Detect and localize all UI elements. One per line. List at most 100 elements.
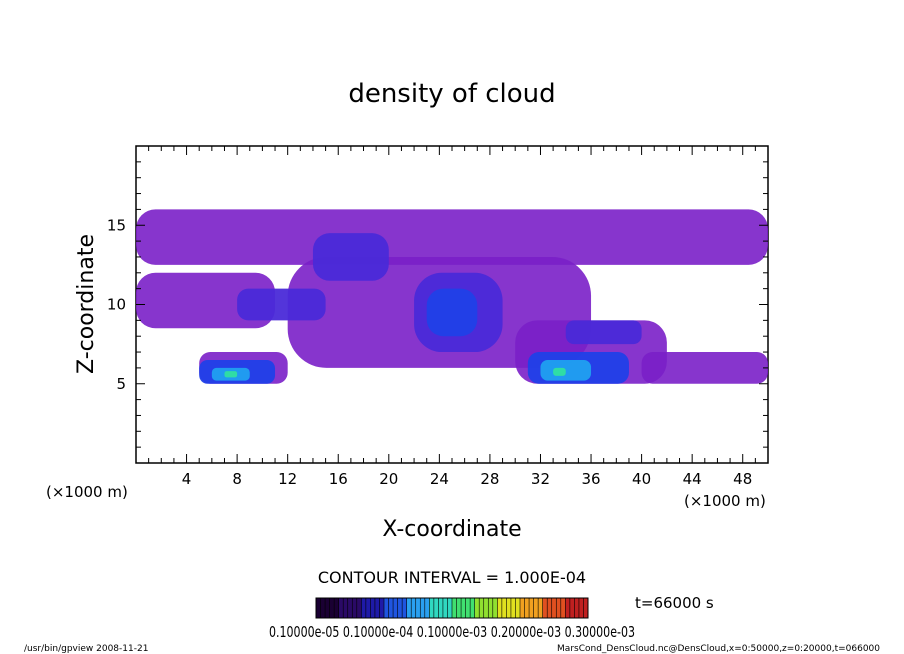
colorbar-cell (556, 598, 562, 618)
colorbar-cell (578, 598, 584, 618)
colorbar-cell (452, 598, 458, 618)
colorbar-cell (402, 598, 408, 618)
colorbar-cell (393, 598, 399, 618)
x-tick-label: 24 (430, 470, 449, 488)
colorbar-cell (338, 598, 344, 618)
y-tick-label: 5 (116, 375, 126, 393)
colorbar-cell (334, 598, 340, 618)
x-axis-label: X-coordinate (382, 517, 521, 542)
colorbar-cell (524, 598, 530, 618)
cloud-region-mid (312, 233, 389, 281)
cloud-region-high (426, 288, 478, 337)
colorbar-cell (547, 598, 553, 618)
cloud-region-max (553, 367, 566, 376)
colorbar-cell (438, 598, 444, 618)
colorbar-cell (347, 598, 353, 618)
colorbar-cell (488, 598, 494, 618)
x-tick-label: 8 (232, 470, 242, 488)
colorbar-cell (406, 598, 412, 618)
x-unit-label-right: (×1000 m) (684, 492, 766, 510)
colorbar-frame (315, 597, 589, 619)
cloud-region-peak (540, 359, 592, 381)
contour-interval-label: CONTOUR INTERVAL = 1.000E-04 (318, 568, 586, 587)
colorbar-cell (397, 598, 403, 618)
colorbar-cell (374, 598, 380, 618)
x-tick-label: 48 (733, 470, 752, 488)
x-tick-label: 40 (632, 470, 651, 488)
y-axis-label: Z-coordinate (74, 234, 99, 374)
colorbar-cell (456, 598, 462, 618)
colorbar-cell (316, 598, 322, 618)
colorbar-cell (343, 598, 349, 618)
colorbar-cell (551, 598, 557, 618)
y-axis-ticks: 5 10 15 (107, 145, 768, 464)
colorbar-cell (515, 598, 521, 618)
x-tick-label: 12 (278, 470, 297, 488)
colorbar-cell (542, 598, 548, 618)
colorbar-cell (415, 598, 421, 618)
x-tick-label: 44 (683, 470, 702, 488)
cloud-field (136, 209, 768, 384)
colorbar-cell (474, 598, 480, 618)
colorbar-cell (461, 598, 467, 618)
colorbar-cell (388, 598, 394, 618)
colorbar-cell (497, 598, 503, 618)
colorbar-cell (352, 598, 358, 618)
x-tick-label: 32 (531, 470, 550, 488)
y-tick-label: 15 (107, 216, 126, 234)
colorbar-cell (370, 598, 376, 618)
colorbar-cell (424, 598, 430, 618)
colorbar-cell (411, 598, 417, 618)
colorbar (315, 597, 589, 619)
colorbar-cell (520, 598, 526, 618)
colorbar-cell (560, 598, 566, 618)
cloud-region-low (641, 352, 768, 384)
colorbar-cell (365, 598, 371, 618)
colorbar-cell (356, 598, 362, 618)
colorbar-cell (583, 598, 589, 618)
colorbar-cell (429, 598, 435, 618)
colorbar-cell (483, 598, 489, 618)
y-tick-label: 10 (107, 296, 126, 314)
x-tick-label: 4 (182, 470, 192, 488)
x-tick-label: 20 (379, 470, 398, 488)
colorbar-cell (379, 598, 385, 618)
colorbar-cell (506, 598, 512, 618)
colorbar-cell (433, 598, 439, 618)
colorbar-cell (329, 598, 335, 618)
chart-title: density of cloud (348, 79, 555, 109)
colorbar-cell (442, 598, 448, 618)
x-axis-ticks: 4 8 12 16 20 24 28 32 36 40 44 48 (135, 146, 769, 488)
colorbar-cell (320, 598, 326, 618)
colorbar-cell (479, 598, 485, 618)
colorbar-cell (447, 598, 453, 618)
cloud-region-mid (237, 288, 326, 321)
x-tick-label: 28 (480, 470, 499, 488)
colorbar-cell (384, 598, 390, 618)
colorbar-cell (510, 598, 516, 618)
x-tick-label: 36 (581, 470, 600, 488)
cloud-region-mid (565, 320, 642, 345)
footer-left: /usr/bin/gpview 2008-11-21 (24, 644, 148, 654)
x-tick-label: 16 (329, 470, 348, 488)
colorbar-cell (361, 598, 367, 618)
footer-right: MarsCond_DensCloud.nc@DensCloud,x=0:5000… (557, 644, 880, 654)
colorbar-cell (569, 598, 575, 618)
colorbar-cell (492, 598, 498, 618)
colorbar-cell (325, 598, 331, 618)
x-unit-label-left: (×1000 m) (46, 483, 128, 501)
colorbar-cell (420, 598, 426, 618)
colorbar-labels: 0.10000e-05 0.10000e-04 0.10000e-03 0.20… (269, 623, 635, 641)
colorbar-cell (538, 598, 544, 618)
cloud-region-max (224, 371, 238, 378)
colorbar-cell (533, 598, 539, 618)
time-label: t=66000 s (635, 594, 714, 612)
colorbar-cell (470, 598, 476, 618)
colorbar-cell (501, 598, 507, 618)
colorbar-cell (465, 598, 471, 618)
cloud-region-low (136, 209, 768, 265)
colorbar-cell (574, 598, 580, 618)
colorbar-cell (565, 598, 571, 618)
